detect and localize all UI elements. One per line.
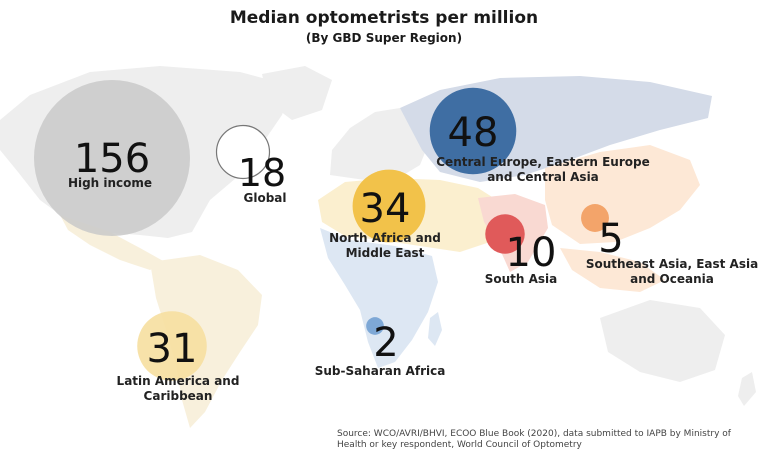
value-label-south-asia: 10 (506, 230, 557, 276)
bubble-central-europe-eastern-europe-and-central-asia (429, 87, 517, 175)
value-label-high-income: 156 (74, 136, 150, 182)
southeast-asia-shape (560, 248, 665, 292)
value-label-southeast-asia-east-asia-and-oceania: 5 (598, 216, 623, 262)
region-label-southeast-asia-east-asia-and-oceania-line-1: Southeast Asia, East Asia (586, 257, 758, 271)
value-label-sub-saharan-africa: 2 (373, 320, 398, 366)
greenland-shape (262, 66, 332, 120)
chart-subtitle: (By GBD Super Region) (305, 31, 463, 45)
madagascar-shape (428, 312, 442, 346)
region-label-latin-america-and-caribbean-line-2: Caribbean (144, 389, 213, 403)
bubble-high-income (34, 80, 190, 236)
bubble-north-africa-and-middle-east (352, 169, 426, 243)
region-label-central-europe-eastern-europe-and-central-asia-line-1: Central Europe, Eastern Europe (436, 155, 649, 169)
region-label-north-africa-and-middle-east-line-2: Middle East (346, 246, 425, 260)
region-label-southeast-asia-east-asia-and-oceania-line-2: and Oceania (630, 272, 714, 286)
region-label-south-asia: South Asia (485, 272, 558, 286)
value-label-global: 18 (238, 151, 286, 195)
value-label-central-europe-eastern-europe-and-central-asia: 48 (448, 110, 499, 156)
chart-title: Median optometrists per million (229, 8, 539, 28)
bubble-southeast-asia-east-asia-and-oceania (581, 204, 609, 232)
region-label-high-income: High income (68, 176, 152, 190)
sub-saharan-africa-shape (320, 228, 438, 368)
australia-shape (600, 300, 725, 382)
region-label-sub-saharan-africa: Sub-Saharan Africa (315, 364, 446, 378)
bubble-south-asia (485, 214, 525, 254)
bubble-global (215, 124, 271, 180)
region-label-global: Global (243, 191, 286, 205)
new-zealand-shape (738, 372, 756, 406)
source-note: Source: WCO/AVRI/BHVI, ECOO Blue Book (2… (337, 429, 731, 450)
bubble-latin-america-and-caribbean (137, 311, 207, 381)
region-label-latin-america-and-caribbean-line-1: Latin America and (117, 374, 240, 388)
value-label-north-africa-and-middle-east: 34 (360, 186, 411, 232)
value-label-latin-america-and-caribbean: 31 (147, 326, 198, 372)
bubble-sub-saharan-africa (366, 317, 384, 335)
region-label-central-europe-eastern-europe-and-central-asia-line-2: and Central Asia (487, 170, 599, 184)
region-label-north-africa-and-middle-east-line-1: North Africa and (329, 231, 441, 245)
europe-shape (330, 108, 430, 180)
